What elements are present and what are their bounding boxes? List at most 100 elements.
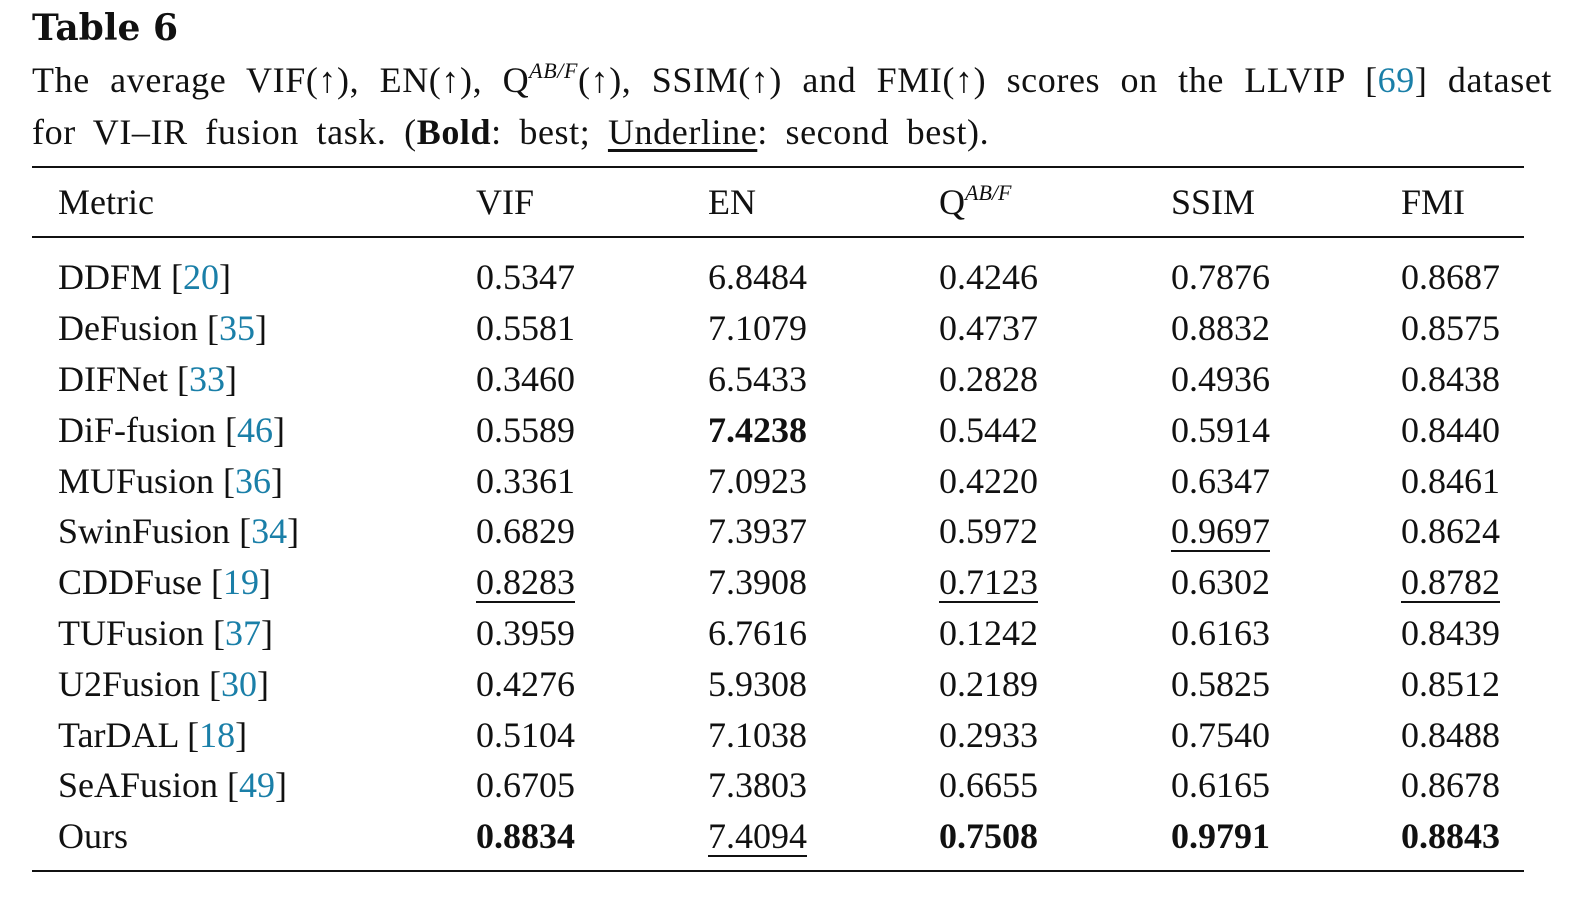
fmi-value: 0.8488 (1401, 714, 1500, 755)
en-cell: 6.7616 (708, 608, 939, 659)
en-value: 5.9308 (708, 663, 807, 704)
method-cell: SwinFusion [34] (32, 506, 476, 557)
ssim-value: 0.8832 (1171, 308, 1270, 349)
citation-bracket: ] (225, 358, 237, 399)
en-value: 7.3937 (708, 511, 807, 552)
ssim-value: 0.9791 (1171, 816, 1270, 857)
table-row: SwinFusion [34] 0.6829 7.3937 0.5972 0.9697 0… (32, 506, 1524, 557)
header-q-superscript: AB/F (965, 180, 1012, 205)
en-cell: 7.3937 (708, 506, 939, 557)
method-cell: DeFusion [35] (32, 303, 476, 354)
q-cell: 0.2933 (939, 709, 1171, 760)
table-row: CDDFuse [19] 0.8283 7.3908 0.7123 0.6302 0.87… (32, 557, 1524, 608)
citation-bracket: ] (235, 714, 248, 755)
q-value: 0.5442 (939, 409, 1038, 450)
vif-cell: 0.8834 (476, 811, 708, 871)
citation-link[interactable]: 46 (237, 409, 274, 450)
q-value: 0.5972 (939, 511, 1038, 552)
vif-value: 0.3460 (476, 358, 575, 399)
en-value: 7.3803 (708, 765, 807, 806)
fmi-cell: 0.8440 (1401, 404, 1524, 455)
fmi-cell: 0.8678 (1401, 760, 1524, 811)
method-cell: DDFM [20] (32, 237, 476, 303)
en-cell: 7.4238 (708, 404, 939, 455)
vif-value: 0.5589 (476, 409, 575, 450)
method-name: MUFusion (58, 460, 215, 501)
fmi-cell: 0.8782 (1401, 557, 1524, 608)
ssim-cell: 0.5825 (1171, 658, 1401, 709)
table-row: Ours 0.8834 7.4094 0.7508 0.9791 0.8843 (32, 811, 1524, 871)
citation-link[interactable]: 34 (251, 511, 288, 552)
q-value: 0.6655 (939, 765, 1038, 806)
citation-bracket: [ (207, 308, 220, 349)
ssim-cell: 0.5914 (1171, 404, 1401, 455)
table-caption: The average VIF(↑), EN(↑), QAB/F(↑), SSI… (32, 54, 1552, 158)
citation-link[interactable]: 30 (221, 663, 258, 704)
q-value: 0.2933 (939, 714, 1038, 755)
vif-cell: 0.8283 (476, 557, 708, 608)
citation-bracket: [ (227, 765, 240, 806)
q-value: 0.4737 (939, 308, 1038, 349)
vif-cell: 0.4276 (476, 658, 708, 709)
vif-cell: 0.5347 (476, 237, 708, 303)
en-value: 7.1079 (708, 308, 807, 349)
q-value: 0.1242 (939, 612, 1038, 653)
citation-bracket: [ (177, 358, 189, 399)
q-cell: 0.7123 (939, 557, 1171, 608)
method-name: U2Fusion (58, 663, 201, 704)
ssim-cell: 0.6165 (1171, 760, 1401, 811)
citation-link[interactable]: 20 (183, 257, 220, 298)
en-value: 7.0923 (708, 460, 807, 501)
q-cell: 0.4246 (939, 237, 1171, 303)
caption-text-3: ] dataset for VI–IR fusion task. ( (32, 60, 1552, 152)
q-cell: 0.1242 (939, 608, 1171, 659)
vif-value: 0.4276 (476, 663, 575, 704)
citation-link[interactable]: 33 (189, 358, 225, 399)
citation-link[interactable]: 36 (235, 460, 272, 501)
fmi-value: 0.8439 (1401, 612, 1500, 653)
method-name: DiF-fusion (58, 409, 217, 450)
citation-link[interactable]: 18 (199, 714, 236, 755)
en-value: 6.8484 (708, 257, 807, 298)
q-cell: 0.7508 (939, 811, 1171, 871)
citation-link[interactable]: 49 (239, 765, 276, 806)
method-name: DIFNet (58, 358, 168, 399)
header-ssim: SSIM (1171, 167, 1401, 238)
table-row: TarDAL [18] 0.5104 7.1038 0.2933 0.7540 0.848… (32, 709, 1524, 760)
vif-cell: 0.3959 (476, 608, 708, 659)
header-fmi: FMI (1401, 167, 1524, 238)
q-value: 0.7123 (939, 562, 1038, 603)
fmi-value: 0.8461 (1401, 460, 1500, 501)
fmi-cell: 0.8843 (1401, 811, 1524, 871)
citation-link[interactable]: 35 (219, 308, 256, 349)
caption-text-2: (↑), SSIM(↑) and FMI(↑) scores on the LL… (578, 60, 1378, 100)
citation-bracket: [ (209, 663, 222, 704)
fmi-cell: 0.8439 (1401, 608, 1524, 659)
caption-citation-link[interactable]: 69 (1377, 60, 1415, 100)
q-value: 0.4220 (939, 460, 1038, 501)
method-name: DDFM (58, 257, 163, 298)
vif-value: 0.5581 (476, 308, 575, 349)
header-qabf: QAB/F (939, 167, 1171, 238)
citation-bracket: [ (225, 409, 238, 450)
citation-bracket: ] (287, 511, 300, 552)
fmi-value: 0.8440 (1401, 409, 1500, 450)
citation-link[interactable]: 37 (225, 612, 262, 653)
method-name: SwinFusion (58, 511, 231, 552)
citation-bracket: [ (213, 612, 226, 653)
en-cell: 7.1038 (708, 709, 939, 760)
caption-text-1: The average VIF(↑), EN(↑), Q (32, 60, 530, 100)
citation-link[interactable]: 19 (223, 562, 260, 603)
table-row: DIFNet [33] 0.3460 6.5433 0.2828 0.4936 0.843… (32, 354, 1524, 405)
fmi-cell: 0.8438 (1401, 354, 1524, 405)
en-value: 7.4238 (708, 409, 807, 450)
vif-cell: 0.6705 (476, 760, 708, 811)
method-cell: SeAFusion [49] (32, 760, 476, 811)
caption-underline-legend: Underline (607, 112, 758, 152)
method-name: Ours (58, 816, 128, 857)
fmi-cell: 0.8575 (1401, 303, 1524, 354)
table-row: DDFM [20] 0.5347 6.8484 0.4246 0.7876 0.8687 (32, 237, 1524, 303)
results-table: Metric VIF EN QAB/F SSIM FMI DDFM [20] 0.… (32, 166, 1524, 872)
ssim-cell: 0.9697 (1171, 506, 1401, 557)
method-cell: TUFusion [37] (32, 608, 476, 659)
